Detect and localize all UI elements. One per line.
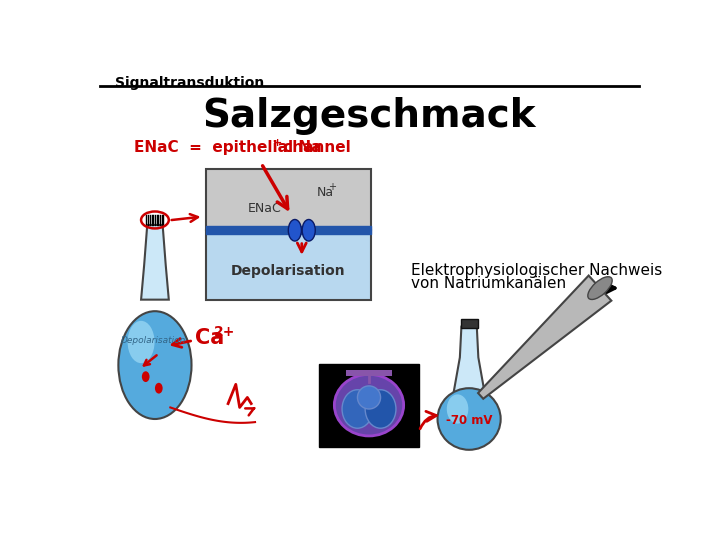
Ellipse shape [447, 394, 468, 423]
Text: Salzgeschmack: Salzgeschmack [202, 97, 536, 135]
Text: Depolarisation: Depolarisation [120, 336, 186, 345]
Bar [319, 363, 419, 447]
Text: +: + [273, 138, 282, 148]
Polygon shape [141, 225, 168, 300]
Ellipse shape [438, 388, 500, 450]
Polygon shape [454, 327, 485, 392]
Ellipse shape [155, 383, 163, 394]
Bar [206, 168, 372, 230]
Text: ENaC: ENaC [248, 201, 282, 214]
Ellipse shape [342, 390, 373, 428]
Text: 2+: 2+ [215, 325, 235, 339]
Bar [206, 230, 372, 300]
Text: Elektrophysiologischer Nachweis: Elektrophysiologischer Nachweis [411, 264, 662, 279]
Ellipse shape [334, 374, 404, 436]
Ellipse shape [357, 386, 381, 409]
Bar [461, 319, 477, 328]
Ellipse shape [588, 276, 612, 300]
Text: +: + [328, 182, 336, 192]
Ellipse shape [365, 390, 396, 428]
Text: Na: Na [318, 186, 334, 199]
Text: von Natriumkanälen: von Natriumkanälen [411, 276, 567, 291]
Ellipse shape [142, 372, 150, 382]
Text: -70 mV: -70 mV [446, 414, 492, 427]
Polygon shape [478, 275, 611, 399]
Ellipse shape [288, 219, 302, 241]
Text: Signaltransduktion: Signaltransduktion [115, 76, 264, 90]
Bar [346, 370, 392, 376]
Ellipse shape [127, 321, 155, 363]
Ellipse shape [118, 311, 192, 419]
Text: Depolarisation: Depolarisation [231, 264, 346, 278]
Text: ENaC  =  epithelial Na: ENaC = epithelial Na [134, 140, 322, 156]
Text: channel: channel [278, 140, 351, 156]
Text: Ca: Ca [195, 328, 224, 348]
Ellipse shape [302, 219, 315, 241]
